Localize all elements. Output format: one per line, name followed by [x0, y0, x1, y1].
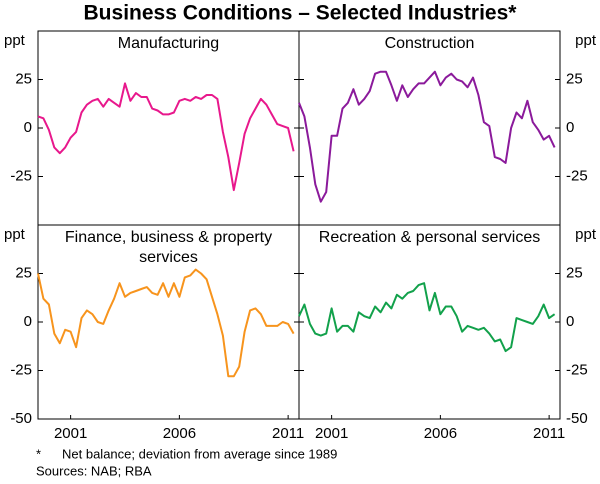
- y-axis-label: ppt: [4, 32, 26, 49]
- data-line: [37, 268, 295, 378]
- y-tick-label: 25: [15, 70, 32, 87]
- y-axis-label: ppt: [575, 32, 597, 49]
- panel-title: Recreation & personal services: [318, 229, 541, 246]
- panel-title: Finance, business & property services: [64, 229, 273, 266]
- panel-frame: [298, 224, 561, 420]
- y-tick-label: 0: [24, 119, 32, 136]
- y-tick-label: -25: [10, 361, 32, 378]
- data-line: [37, 82, 295, 192]
- y-tick-label: 0: [566, 119, 574, 136]
- panel-title: Manufacturing: [117, 35, 220, 52]
- y-tick-label: -25: [10, 167, 32, 184]
- x-tick-label: 2006: [424, 425, 457, 442]
- y-tick-label: -50: [566, 410, 588, 427]
- panel-title: Construction: [384, 35, 475, 52]
- note: Net balance; deviation from average sinc…: [62, 446, 337, 461]
- note-marker: *: [36, 446, 41, 461]
- x-tick-label: 2001: [54, 425, 87, 442]
- y-tick-label: 0: [24, 313, 32, 330]
- y-tick-label: 25: [566, 70, 583, 87]
- y-tick-label: -25: [566, 167, 588, 184]
- y-axis-label: ppt: [575, 226, 597, 243]
- x-tick-label: 2006: [163, 425, 196, 442]
- y-tick-label: 25: [566, 264, 583, 281]
- data-line: [298, 282, 556, 353]
- source: Sources: NAB; RBA: [36, 463, 152, 478]
- y-axis-label: ppt: [4, 226, 26, 243]
- y-tick-label: 25: [15, 264, 32, 281]
- x-tick-label: 2011: [272, 425, 304, 442]
- data-line: [298, 70, 556, 203]
- chart-title: Business Conditions – Selected Industrie…: [84, 2, 518, 25]
- x-tick-label: 2001: [315, 425, 348, 442]
- y-tick-label: 0: [566, 313, 574, 330]
- x-tick-label: 2011: [533, 425, 565, 442]
- y-tick-label: -25: [566, 361, 588, 378]
- y-tick-label: -50: [10, 410, 32, 427]
